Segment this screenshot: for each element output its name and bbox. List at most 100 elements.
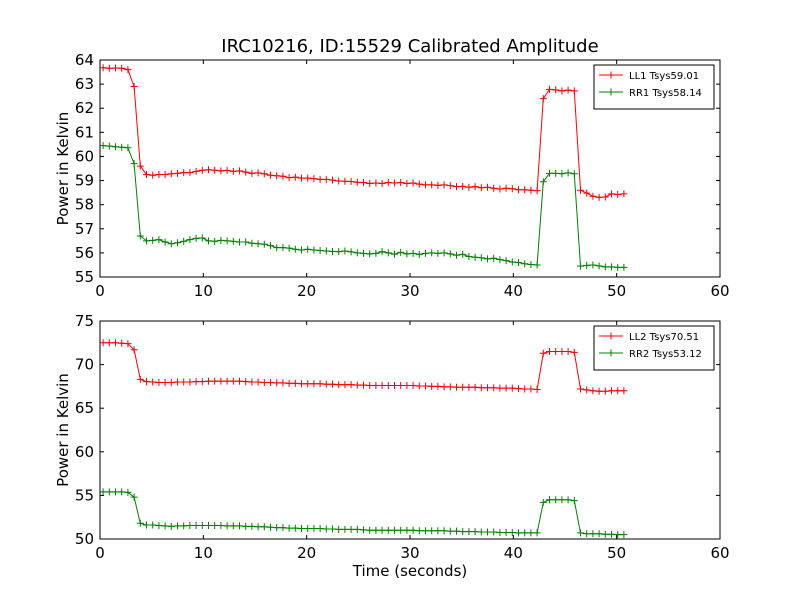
x-tick-label: 20 [297,544,316,562]
data-point [279,379,287,387]
legend: LL2 Tsys70.51 RR2 Tsys53.12 [593,325,715,371]
data-point [198,234,206,242]
data-point [570,348,578,356]
data-point [477,254,485,262]
data-point [347,178,355,186]
data-point [155,236,163,244]
data-point [316,246,324,254]
data-point [502,384,510,392]
data-point [242,378,250,386]
data-point [167,378,175,386]
data-point [174,522,181,530]
data-point [614,387,622,395]
data-point [589,192,597,200]
data-point [403,179,411,187]
y-axis-label: Power in Kelvin [54,112,72,226]
data-point [254,378,262,386]
data-point [608,263,615,271]
data-point [595,387,603,395]
data-point [502,257,510,265]
y-tick-label: 60 [75,443,94,461]
data-point [217,521,225,529]
data-point [471,183,479,191]
data-point [577,385,584,393]
data-point [260,240,268,248]
data-point [211,377,219,385]
data-point [422,249,429,257]
data-point [161,171,169,179]
data-point [589,530,597,538]
data-point [155,171,163,179]
data-point [248,378,256,386]
data-point [372,526,380,534]
data-point [347,381,355,389]
data-point [465,528,473,536]
data-point [211,237,219,245]
data-point [322,380,330,388]
data-point [546,348,553,356]
data-point [298,380,305,388]
data-point [310,525,318,533]
data-point [428,382,436,390]
data-point [428,527,436,535]
chart-panel-1: 0 10 20 30 40 50 60 55 56 57 58 59 60 61 62 63 64 Power i… [54,51,730,300]
data-point [118,339,126,347]
data-point [130,346,138,354]
data-point [484,528,491,536]
data-point [608,387,615,395]
data-point [347,248,355,256]
data-point [229,167,237,175]
data-point [260,170,268,178]
y-tick-label: 61 [75,123,94,141]
data-point [118,64,126,72]
data-point [620,263,628,271]
data-point [155,521,163,529]
data-point [143,171,150,179]
data-point [589,261,597,269]
data-point [180,169,188,177]
data-point [360,178,367,186]
data-point [527,186,535,194]
data-point [360,249,367,257]
data-point [298,246,305,254]
series-1-1 [99,64,628,201]
data-point [515,186,522,194]
data-point [267,171,274,179]
data-point [415,180,423,188]
data-point [298,525,305,533]
x-tick-label: 60 [710,282,729,300]
data-point [546,496,553,504]
y-tick-label: 57 [75,220,94,238]
data-point [279,524,287,532]
data-point [217,377,225,385]
data-point [347,525,355,533]
data-point [304,525,312,533]
legend-marker [607,88,615,96]
legend-box [593,325,715,371]
data-point [601,263,609,271]
x-tick-label: 10 [194,544,213,562]
data-point [508,384,516,392]
data-point [502,528,510,536]
data-point [105,488,113,496]
data-point [608,530,615,538]
data-point [490,254,498,262]
data-point [558,496,566,504]
data-point [223,522,231,530]
data-point [521,529,529,537]
data-point [161,522,169,530]
data-point [341,525,349,533]
data-point [422,181,429,189]
x-tick-label: 10 [194,282,213,300]
data-point [229,522,237,530]
data-point [397,178,405,186]
data-point [490,528,498,536]
data-point [285,379,293,387]
data-point [273,172,281,180]
data-point [496,384,504,392]
data-point [422,527,429,535]
data-point [422,382,429,390]
data-point [490,384,498,392]
y-tick-label: 70 [75,356,94,374]
